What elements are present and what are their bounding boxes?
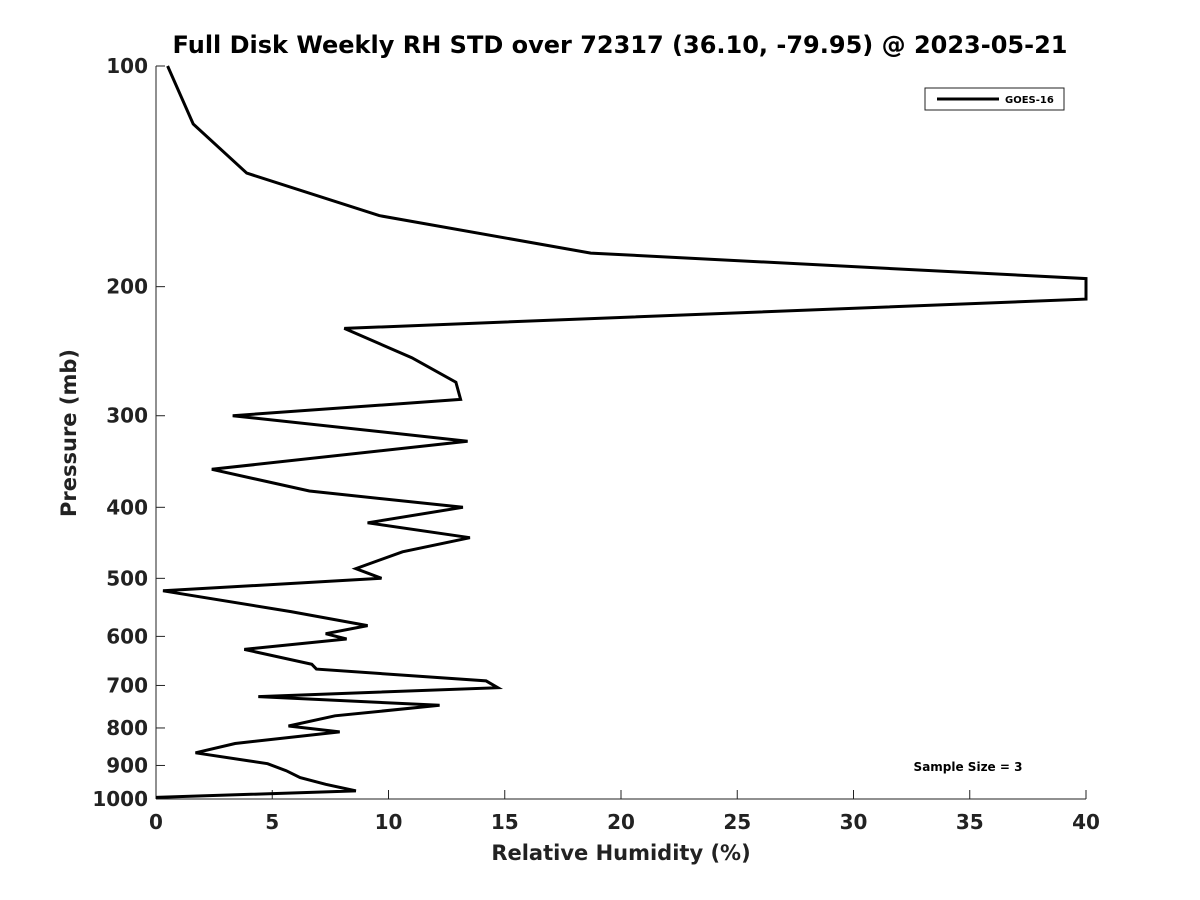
y-tick-label: 100 <box>106 54 148 78</box>
y-tick-label: 1000 <box>92 787 148 811</box>
y-tick-label: 300 <box>106 404 148 428</box>
x-tick-label: 10 <box>375 810 403 834</box>
sample-size-annotation: Sample Size = 3 <box>914 760 1023 774</box>
series-line-goes-16 <box>155 65 1088 799</box>
chart-title: Full Disk Weekly RH STD over 72317 (36.1… <box>173 31 1068 59</box>
y-tick-label: 400 <box>106 495 148 519</box>
x-tick-label: 30 <box>840 810 868 834</box>
x-tick-label: 5 <box>265 810 279 834</box>
legend-label-goes-16: GOES-16 <box>1005 95 1054 106</box>
plot-area <box>156 66 1086 799</box>
x-tick-label: 40 <box>1072 810 1100 834</box>
x-tick-label: 35 <box>956 810 984 834</box>
x-tick-label: 20 <box>607 810 635 834</box>
x-tick-label: 25 <box>723 810 751 834</box>
y-tick-label: 900 <box>106 753 148 777</box>
x-tick-label: 0 <box>149 810 163 834</box>
x-axis-label: Relative Humidity (%) <box>491 841 750 865</box>
y-tick-label: 600 <box>106 624 148 648</box>
series-layer <box>155 65 1088 799</box>
y-tick-label: 500 <box>106 566 148 590</box>
y-tick-label: 200 <box>106 275 148 299</box>
y-tick-label: 800 <box>106 716 148 740</box>
x-tick-label: 15 <box>491 810 519 834</box>
legend: GOES-16 <box>924 87 1065 111</box>
y-tick-label: 700 <box>106 673 148 697</box>
x-axis-ticks: 0 5 10 15 20 25 30 35 40 <box>149 790 1100 834</box>
y-axis-label: Pressure (mb) <box>57 349 81 517</box>
y-axis-ticks: 100 200 300 400 500 600 700 800 900 1000 <box>92 54 165 811</box>
